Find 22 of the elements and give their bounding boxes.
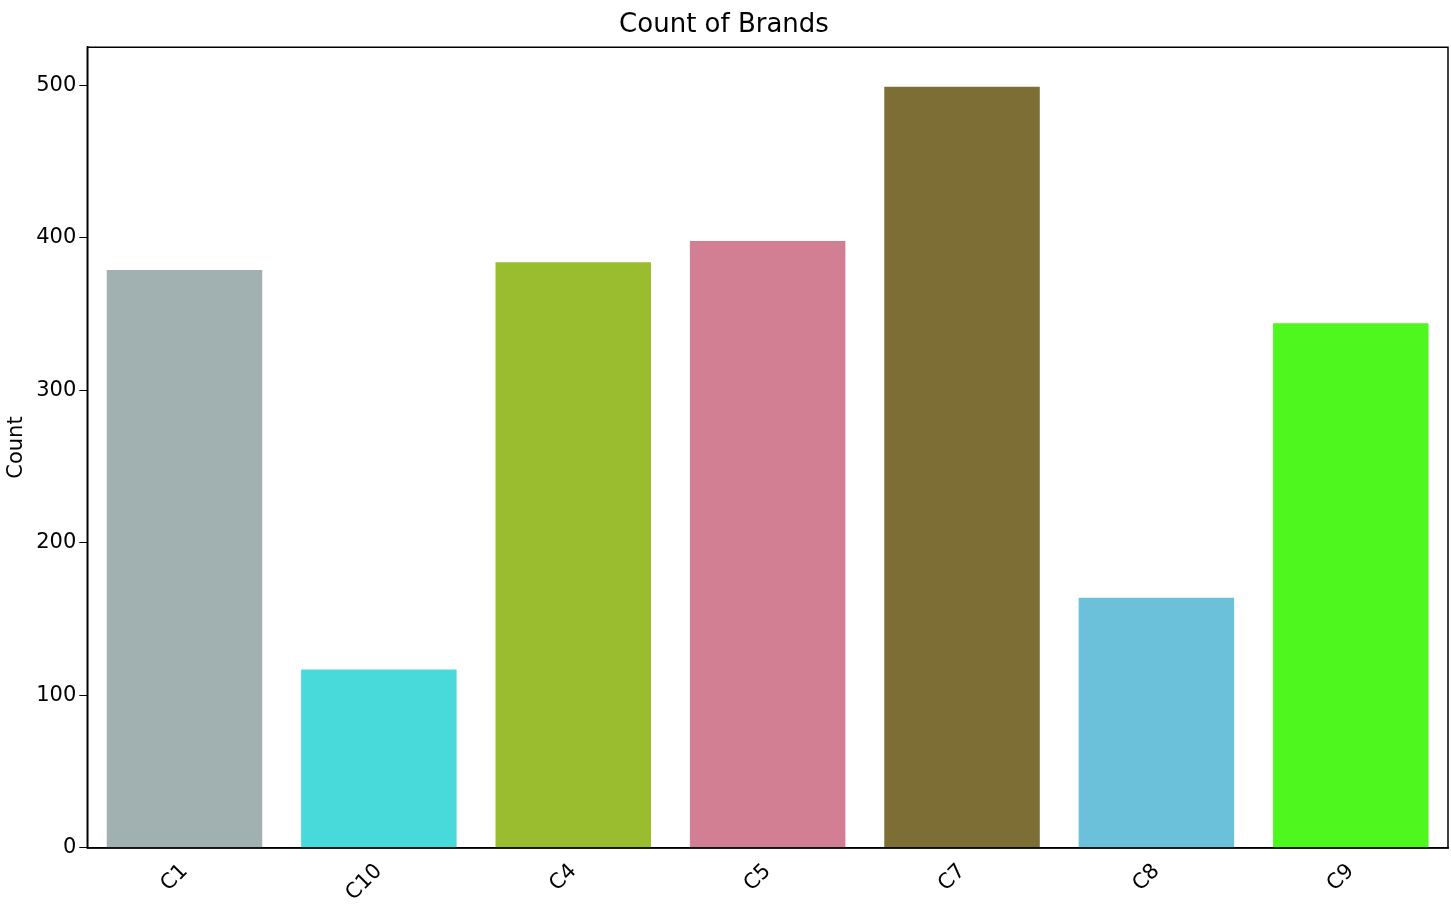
y-tick-label: 200 — [36, 529, 77, 554]
bar — [689, 240, 846, 848]
y-tick-label: 100 — [36, 681, 77, 706]
y-tick-label: 400 — [36, 224, 77, 249]
x-tick-label: C1 — [155, 858, 192, 896]
x-tick-label: C10 — [340, 858, 387, 905]
bar — [301, 669, 457, 848]
bar — [1078, 597, 1235, 848]
bar — [495, 262, 652, 848]
y-tick-label: 0 — [62, 834, 77, 859]
y-axis-title: Count — [3, 416, 28, 479]
bar — [1273, 323, 1429, 848]
bar — [884, 86, 1040, 848]
x-tick-label: C9 — [1321, 858, 1359, 896]
bar — [106, 269, 263, 848]
chart-title: Count of Brands — [619, 8, 829, 39]
x-tick-label: C4 — [543, 858, 581, 896]
x-tick-label: C8 — [1127, 858, 1164, 896]
y-tick-label: 500 — [36, 71, 77, 96]
y-tick-label: 300 — [36, 376, 77, 401]
x-tick-label: C5 — [738, 858, 776, 896]
x-tick-label: C7 — [932, 858, 970, 896]
